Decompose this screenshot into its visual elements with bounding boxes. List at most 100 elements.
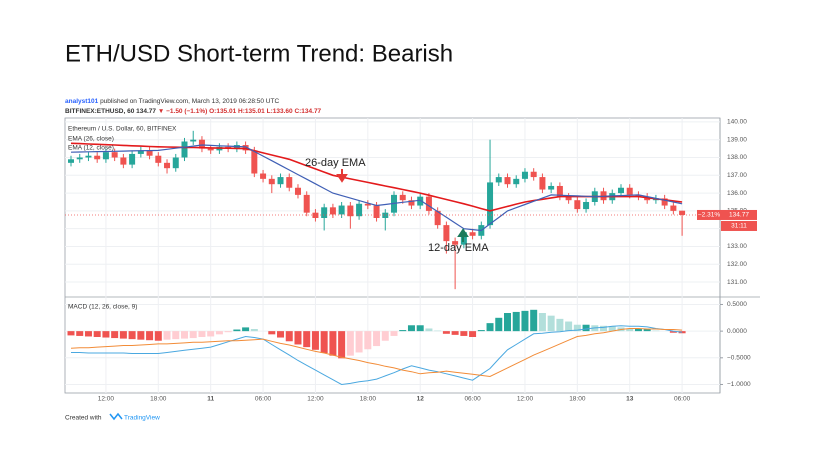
candle-body — [251, 150, 258, 174]
candle-body — [399, 194, 406, 201]
x-tick-label: 18:00 — [360, 396, 377, 403]
candle-body — [530, 171, 537, 178]
histogram-bar — [425, 328, 433, 332]
histogram-bar — [84, 331, 92, 337]
candle-body — [294, 187, 301, 195]
histogram-bar — [477, 330, 485, 332]
histogram-bar — [399, 330, 407, 332]
candle-body — [670, 205, 677, 211]
footer-brand: TradingView — [124, 415, 160, 422]
histogram-bar — [538, 313, 546, 332]
legend-entry: EMA (26, close) — [68, 136, 114, 143]
candle-body — [260, 173, 267, 179]
histogram-bar — [277, 331, 285, 338]
candle-body — [76, 157, 83, 160]
countdown-tag — [721, 220, 757, 231]
candle-body — [198, 139, 205, 149]
histogram-bar — [146, 331, 154, 341]
histogram-bar — [416, 325, 424, 332]
candle-body — [242, 145, 249, 151]
histogram-bar — [207, 331, 215, 337]
candle-body — [172, 157, 179, 169]
histogram-bar — [311, 331, 319, 350]
tv-logo — [109, 412, 123, 421]
symbol: BITFINEX:ETHUSD, 60 — [65, 108, 135, 115]
ema-line — [70, 144, 683, 232]
histogram-bar — [669, 331, 677, 333]
candle-body — [347, 205, 354, 217]
candle-body — [373, 205, 380, 218]
histogram-bar — [233, 329, 241, 332]
histogram-bar — [582, 324, 590, 332]
histogram-bar — [381, 331, 389, 341]
histogram-bar — [547, 315, 555, 332]
candle-body — [635, 194, 642, 197]
histogram-bar — [643, 329, 651, 332]
candle-body — [268, 178, 275, 185]
candle-body — [565, 196, 572, 201]
price: 134.77 — [136, 108, 156, 115]
candle-body — [504, 177, 511, 185]
histogram-bar — [434, 330, 442, 332]
histogram-bar — [189, 331, 197, 339]
x-tick-label: 13 — [626, 396, 634, 403]
x-tick-label: 11 — [207, 396, 214, 403]
published: published on TradingView.com, March 13, … — [100, 98, 279, 105]
histogram-bar — [573, 324, 581, 332]
y-tick-label: 0.5000 — [727, 301, 747, 308]
y-tick-label: 140.00 — [727, 119, 747, 126]
histogram-bar — [329, 331, 337, 356]
histogram-bar — [128, 331, 136, 340]
candle-body — [207, 148, 214, 151]
candle-body — [329, 207, 336, 215]
candle-body — [312, 212, 319, 218]
macd-title: MACD (12, 26, close, 9) — [68, 304, 137, 311]
candle-body — [286, 177, 293, 188]
histogram-bar — [390, 331, 398, 336]
candle-body — [146, 150, 153, 156]
price-label: 134.77 — [729, 212, 749, 219]
plot: 131.00132.00133.00134.00135.00136.00137.… — [65, 118, 757, 403]
candle-body — [102, 152, 109, 160]
y-tick-label: 131.00 — [727, 279, 747, 286]
annotation: 26-day EMA — [305, 157, 366, 169]
candle-body — [539, 177, 546, 190]
y-tick-label: 132.00 — [727, 261, 747, 268]
candle-body — [617, 187, 624, 194]
histogram-bar — [294, 331, 302, 345]
page-title: ETH/USD Short-term Trend: Bearish — [65, 40, 453, 67]
candle-body — [469, 232, 476, 236]
change: ▼ −1.50 (−1.1%) — [158, 108, 207, 115]
candle-body — [679, 210, 686, 215]
chart-frame — [64, 117, 721, 394]
author: analyst101 — [65, 98, 99, 105]
histogram-bar — [163, 331, 171, 340]
histogram-bar — [102, 331, 110, 338]
price-tag — [721, 209, 757, 220]
histogram-bar — [373, 331, 381, 347]
x-tick-label: 18:00 — [150, 396, 167, 403]
histogram-bar — [495, 317, 503, 332]
legend-entry: EMA (12, close) — [68, 145, 114, 152]
ohlc: L:133.60 — [267, 108, 293, 115]
candle-body — [425, 196, 432, 211]
histogram-bar — [76, 331, 84, 336]
ohlc: C:134.77 — [294, 108, 321, 115]
candle-body — [443, 225, 450, 242]
countdown: 31:11 — [731, 223, 747, 230]
histogram-bar — [556, 318, 564, 332]
y-tick-label: 138.00 — [727, 154, 747, 161]
histogram-bar — [407, 325, 415, 332]
annotation-arrow — [336, 169, 348, 183]
candle-body — [321, 207, 328, 218]
candle-body — [120, 157, 127, 165]
footer-created: Created with — [65, 415, 102, 422]
histogram-bar — [460, 331, 468, 336]
change-tag — [697, 209, 721, 220]
macd-line — [71, 325, 683, 386]
ohlc: H:135.01 — [238, 108, 265, 115]
histogram-bar — [652, 330, 660, 332]
histogram-bar — [504, 313, 511, 332]
candle-body — [521, 171, 528, 179]
